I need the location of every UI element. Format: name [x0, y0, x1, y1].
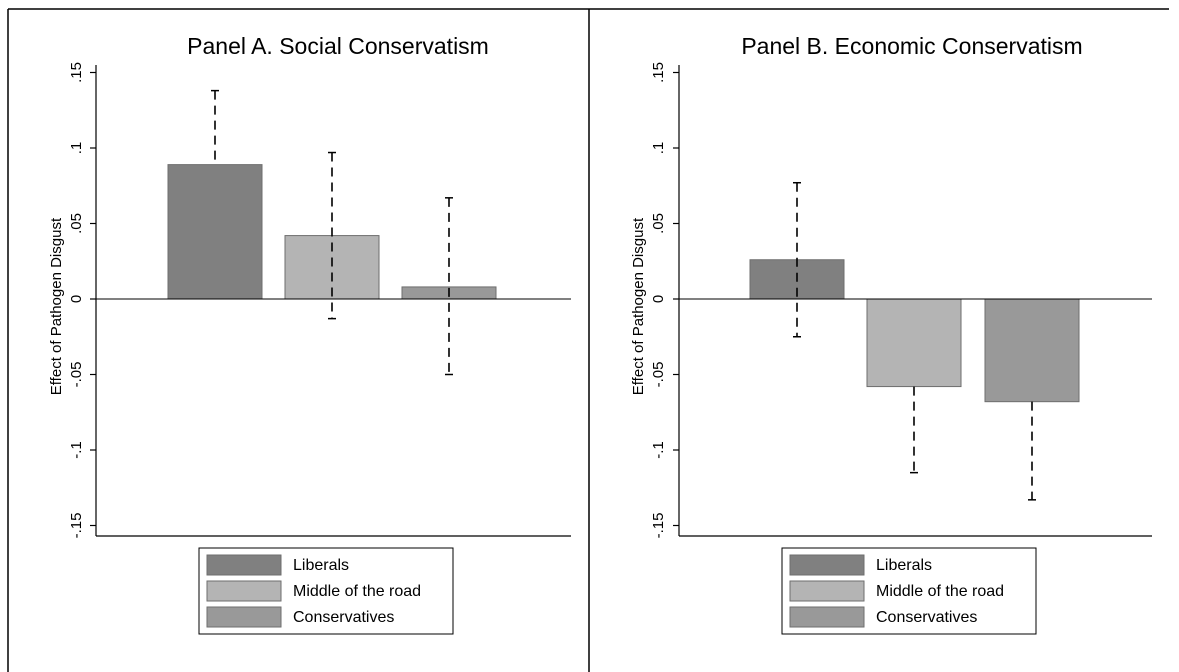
y-tick-label: .05 [650, 213, 667, 234]
legend-label: Conservatives [293, 609, 394, 626]
chart-title: Panel A. Social Conservatism [187, 33, 489, 59]
legend-swatch [206, 554, 282, 576]
y-tick-label: -.1 [650, 441, 667, 459]
y-tick-label: -.05 [650, 362, 667, 388]
panel-a: Panel A. Social Conservatism Effect of Pa… [48, 33, 571, 635]
bar-liberals [167, 164, 263, 300]
legend-swatch [789, 554, 865, 576]
y-tick-label: .15 [650, 62, 667, 83]
legend-label: Conservatives [876, 609, 977, 626]
y-axis-label: Effect of Pathogen Disgust [48, 217, 65, 395]
legend-swatch [789, 606, 865, 628]
y-tick-label: -.1 [68, 441, 85, 459]
legend-label: Middle of the road [293, 583, 421, 600]
y-axis-label: Effect of Pathogen Disgust [630, 217, 647, 395]
y-tick-label: .1 [650, 142, 667, 155]
legend-swatch [789, 580, 865, 602]
y-tick-label: .1 [68, 142, 85, 155]
y-tick-label: 0 [650, 295, 667, 303]
y-tick-label: -.15 [68, 513, 85, 539]
legend: Liberals Middle of the road Conservatives [781, 547, 1037, 635]
legend-swatch [206, 580, 282, 602]
panel-b: Panel B. Economic Conservatism Effect of … [630, 33, 1152, 635]
bar-middle-of-the-road [866, 298, 962, 388]
y-tick-label: .15 [68, 62, 85, 83]
legend-label: Middle of the road [876, 583, 1004, 600]
legend-label: Liberals [293, 557, 349, 574]
y-tick-label: 0 [68, 295, 85, 303]
chart-title: Panel B. Economic Conservatism [741, 33, 1082, 59]
y-tick-label: -.05 [68, 362, 85, 388]
legend-label: Liberals [876, 557, 932, 574]
legend: Liberals Middle of the road Conservatives [198, 547, 454, 635]
y-tick-label: -.15 [650, 513, 667, 539]
y-tick-label: .05 [68, 213, 85, 234]
legend-swatch [206, 606, 282, 628]
bar-conservatives [984, 298, 1080, 403]
